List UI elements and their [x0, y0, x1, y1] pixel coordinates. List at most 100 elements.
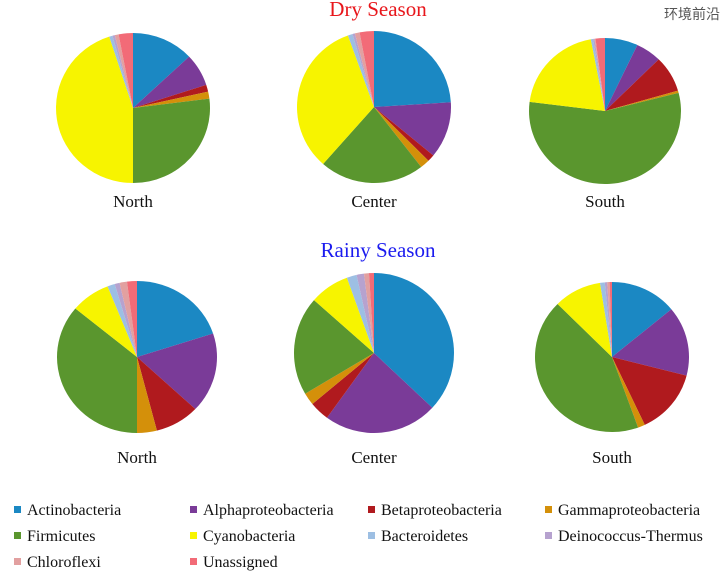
- pie-slice: [595, 38, 605, 111]
- legend-item: Deinococcus-Thermus: [545, 528, 703, 545]
- pie-slice: [599, 282, 612, 357]
- pie-slice: [126, 281, 137, 357]
- pie-slice: [313, 277, 374, 353]
- pie-slice: [604, 282, 612, 357]
- legend-item: Alphaproteobacteria: [190, 502, 334, 519]
- pie-slice: [374, 273, 454, 408]
- pie-slice: [326, 353, 433, 433]
- pie-slice: [374, 107, 429, 168]
- pie-slice: [612, 309, 689, 376]
- pie-slice: [294, 300, 374, 394]
- legend-swatch: [368, 506, 375, 513]
- legend-label: Chloroflexi: [27, 554, 101, 571]
- pie-slice: [346, 274, 374, 353]
- watermark: 环境前沿: [664, 7, 720, 23]
- pie-slice: [529, 39, 605, 111]
- pie-slice: [593, 38, 605, 111]
- legend-item: Firmicutes: [14, 528, 95, 545]
- legend-label: Cyanobacteria: [203, 528, 295, 545]
- pie-label: Center: [351, 448, 397, 467]
- pie-slice: [137, 357, 157, 433]
- pie-slice: [374, 102, 451, 156]
- pie-dry-season-north: [55, 33, 211, 183]
- pie-slice: [363, 273, 374, 353]
- legend-item: Chloroflexi: [14, 554, 101, 571]
- pie-slice: [534, 303, 639, 433]
- pie-slice: [119, 281, 137, 357]
- pie-slice: [368, 273, 374, 353]
- pie-slice: [612, 357, 645, 428]
- pie-slice: [133, 98, 211, 183]
- pie-slice: [109, 35, 133, 108]
- legend-swatch: [190, 558, 197, 565]
- pie-rainy-season-center: [294, 273, 454, 433]
- legend-swatch: [545, 532, 552, 539]
- pie-label: Center: [351, 192, 397, 211]
- legend-label: Firmicutes: [27, 528, 95, 545]
- group-title: Dry Season: [329, 0, 427, 21]
- pie-rainy-season-south: [534, 282, 689, 433]
- pie-slice: [133, 91, 210, 108]
- pie-slice: [137, 357, 196, 431]
- pie-slice: [137, 333, 217, 410]
- legend-swatch: [14, 558, 21, 565]
- pie-slice: [312, 353, 374, 418]
- pie-rainy-season-north: [57, 281, 217, 433]
- pie-label: South: [585, 192, 625, 211]
- legend-item: Gammaproteobacteria: [545, 502, 700, 519]
- pie-slice: [133, 84, 209, 108]
- pie-slice: [75, 286, 137, 357]
- pie-slice: [354, 32, 374, 107]
- pie-slice: [133, 56, 207, 108]
- pie-slice: [352, 33, 374, 107]
- legend-item: Unassigned: [190, 554, 278, 571]
- pie-slice: [605, 44, 659, 111]
- pie-dry-season-south: [529, 38, 682, 185]
- pie-label: South: [592, 448, 632, 467]
- pie-slice: [297, 35, 374, 165]
- pie-slice: [55, 36, 133, 183]
- pie-slice: [609, 282, 612, 357]
- legend-item: Cyanobacteria: [190, 528, 295, 545]
- legend-label: Gammaproteobacteria: [558, 502, 700, 519]
- group-title: Rainy Season: [321, 238, 436, 262]
- pie-slice: [557, 282, 612, 357]
- pie-slice: [590, 38, 605, 111]
- legend-item: Bacteroidetes: [368, 528, 468, 545]
- pie-slice: [374, 107, 434, 161]
- pie-slice: [356, 273, 374, 353]
- pie-slice: [323, 107, 422, 183]
- pie-slice: [347, 34, 374, 107]
- pie-slice: [114, 282, 137, 357]
- pie-slice: [114, 34, 133, 108]
- legend-swatch: [368, 532, 375, 539]
- pie-slice: [57, 308, 137, 433]
- pie-slice: [605, 90, 679, 111]
- pie-slice: [605, 59, 678, 111]
- legend-swatch: [190, 532, 197, 539]
- legend-label: Alphaproteobacteria: [203, 502, 334, 519]
- legend-item: Actinobacteria: [14, 502, 121, 519]
- pie-slice: [305, 353, 374, 404]
- legend-label: Bacteroidetes: [381, 528, 468, 545]
- pie-label: North: [117, 448, 157, 467]
- legend-swatch: [545, 506, 552, 513]
- pie-slice: [612, 357, 687, 425]
- legend-swatch: [190, 506, 197, 513]
- pie-slice: [118, 33, 133, 108]
- pie-slice: [607, 282, 612, 357]
- pie-slice: [612, 282, 672, 357]
- legend-label: Unassigned: [203, 554, 278, 571]
- pie-slice: [133, 33, 190, 108]
- pie-slice: [359, 31, 374, 107]
- legend-item: Betaproteobacteria: [368, 502, 502, 519]
- legend-label: Deinococcus-Thermus: [558, 528, 703, 545]
- pie-slice: [605, 38, 638, 111]
- legend-label: Actinobacteria: [27, 502, 121, 519]
- pie-slice: [529, 92, 682, 185]
- pie-slice: [112, 35, 133, 108]
- legend-swatch: [14, 532, 21, 539]
- pie-label: North: [113, 192, 153, 211]
